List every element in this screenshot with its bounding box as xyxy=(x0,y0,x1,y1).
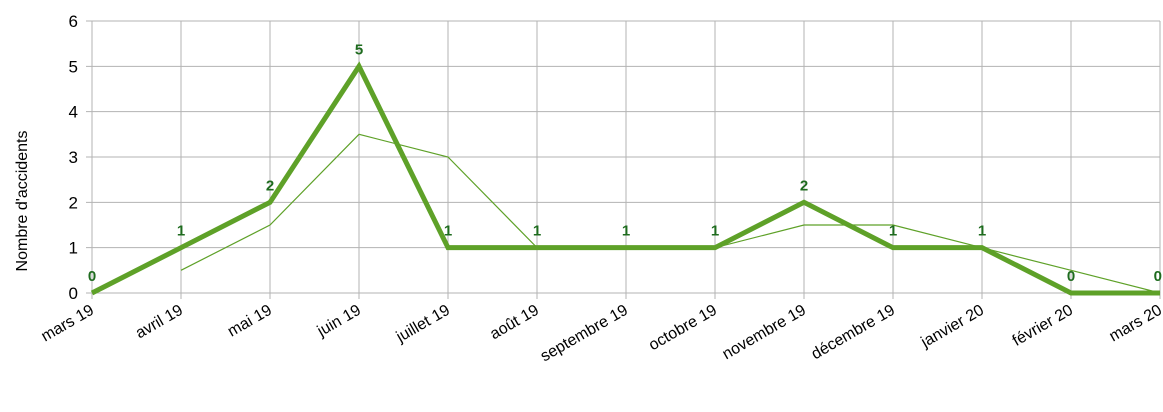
data-label: 0 xyxy=(1154,268,1162,285)
data-label: 5 xyxy=(355,41,363,58)
y-tick-label: 4 xyxy=(69,103,78,122)
series-line-thick xyxy=(90,61,1160,296)
x-tick-label: novembre 19 xyxy=(720,302,809,363)
x-tick-label: octobre 19 xyxy=(646,302,720,355)
y-axis-ticks: 0 1 2 3 4 5 6 xyxy=(69,12,78,303)
data-label: 0 xyxy=(88,268,96,285)
x-tick-label: mars 19 xyxy=(38,302,97,346)
series-lines xyxy=(90,61,1161,296)
x-axis-ticks: mars 19 avril 19 mai 19 juin 19 juillet 19 ao… xyxy=(38,302,1163,366)
y-tick-label: 6 xyxy=(69,12,78,31)
y-tick-label: 3 xyxy=(69,148,78,167)
data-label: 1 xyxy=(711,223,719,240)
y-tick-label: 1 xyxy=(69,239,78,258)
data-label: 0 xyxy=(1067,268,1075,285)
x-tick-label: décembre 19 xyxy=(809,302,898,363)
y-tick-label: 2 xyxy=(69,193,78,212)
data-label: 1 xyxy=(622,223,630,240)
x-tick-label: avril 19 xyxy=(133,302,186,343)
y-tick-label: 0 xyxy=(69,284,78,303)
data-label: 1 xyxy=(177,223,185,240)
x-tick-label: mai 19 xyxy=(225,302,275,341)
x-tick-label: février 20 xyxy=(1010,302,1076,350)
x-tick-label: août 19 xyxy=(487,302,542,343)
data-labels: 0 1 2 5 1 1 1 1 2 1 1 0 0 xyxy=(88,41,1162,285)
x-tick-label: janvier 20 xyxy=(918,302,988,352)
x-tick-label: juillet 19 xyxy=(393,302,453,347)
x-tick-label: mars 20 xyxy=(1106,302,1163,346)
data-label: 1 xyxy=(978,223,986,240)
y-axis-label: Nombre d'accidents xyxy=(14,131,31,272)
data-label: 2 xyxy=(800,177,808,194)
data-label: 2 xyxy=(266,177,274,194)
x-tick-label: septembre 19 xyxy=(538,302,631,366)
series-line-thin xyxy=(180,133,1161,294)
data-label: 1 xyxy=(444,223,452,240)
y-tick-label: 5 xyxy=(69,57,78,76)
data-label: 1 xyxy=(533,223,541,240)
data-label: 1 xyxy=(889,223,897,240)
x-tick-label: juin 19 xyxy=(314,302,364,341)
